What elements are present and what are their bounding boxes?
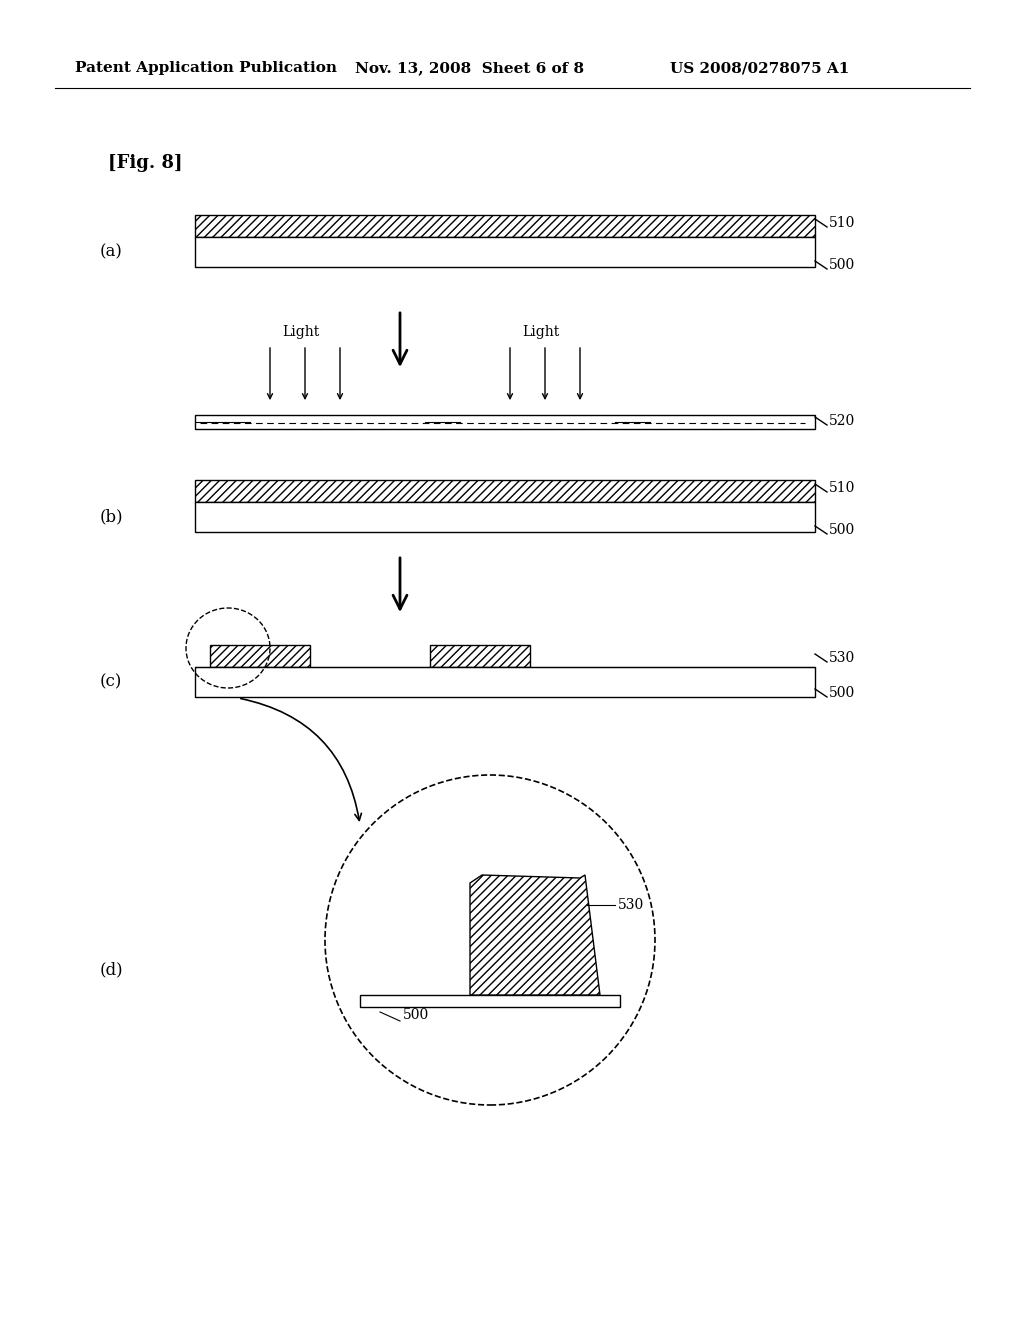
Bar: [360, 995, 620, 1007]
Text: Patent Application Publication: Patent Application Publication: [75, 61, 337, 75]
Text: 530: 530: [618, 898, 644, 912]
Text: (b): (b): [100, 508, 124, 525]
Text: Light: Light: [522, 325, 559, 339]
Text: 530: 530: [829, 651, 855, 665]
Text: 500: 500: [829, 686, 855, 700]
Text: [Fig. 8]: [Fig. 8]: [108, 154, 182, 172]
Polygon shape: [470, 875, 600, 995]
Text: 510: 510: [829, 216, 855, 230]
Text: US 2008/0278075 A1: US 2008/0278075 A1: [670, 61, 849, 75]
Bar: [195, 667, 815, 697]
Bar: [195, 215, 815, 238]
Text: 500: 500: [829, 523, 855, 537]
Circle shape: [325, 775, 655, 1105]
Text: Light: Light: [282, 325, 319, 339]
Bar: [430, 645, 530, 667]
Bar: [210, 645, 310, 667]
Text: Nov. 13, 2008  Sheet 6 of 8: Nov. 13, 2008 Sheet 6 of 8: [355, 61, 584, 75]
Text: (d): (d): [100, 961, 124, 978]
Text: (c): (c): [100, 673, 123, 690]
Bar: [195, 414, 815, 429]
Text: 500: 500: [829, 257, 855, 272]
Text: 500: 500: [403, 1008, 429, 1022]
Text: 520: 520: [829, 414, 855, 428]
Bar: [195, 480, 815, 502]
Bar: [195, 502, 815, 532]
Text: (a): (a): [100, 243, 123, 260]
Bar: [195, 238, 815, 267]
Text: 510: 510: [829, 480, 855, 495]
